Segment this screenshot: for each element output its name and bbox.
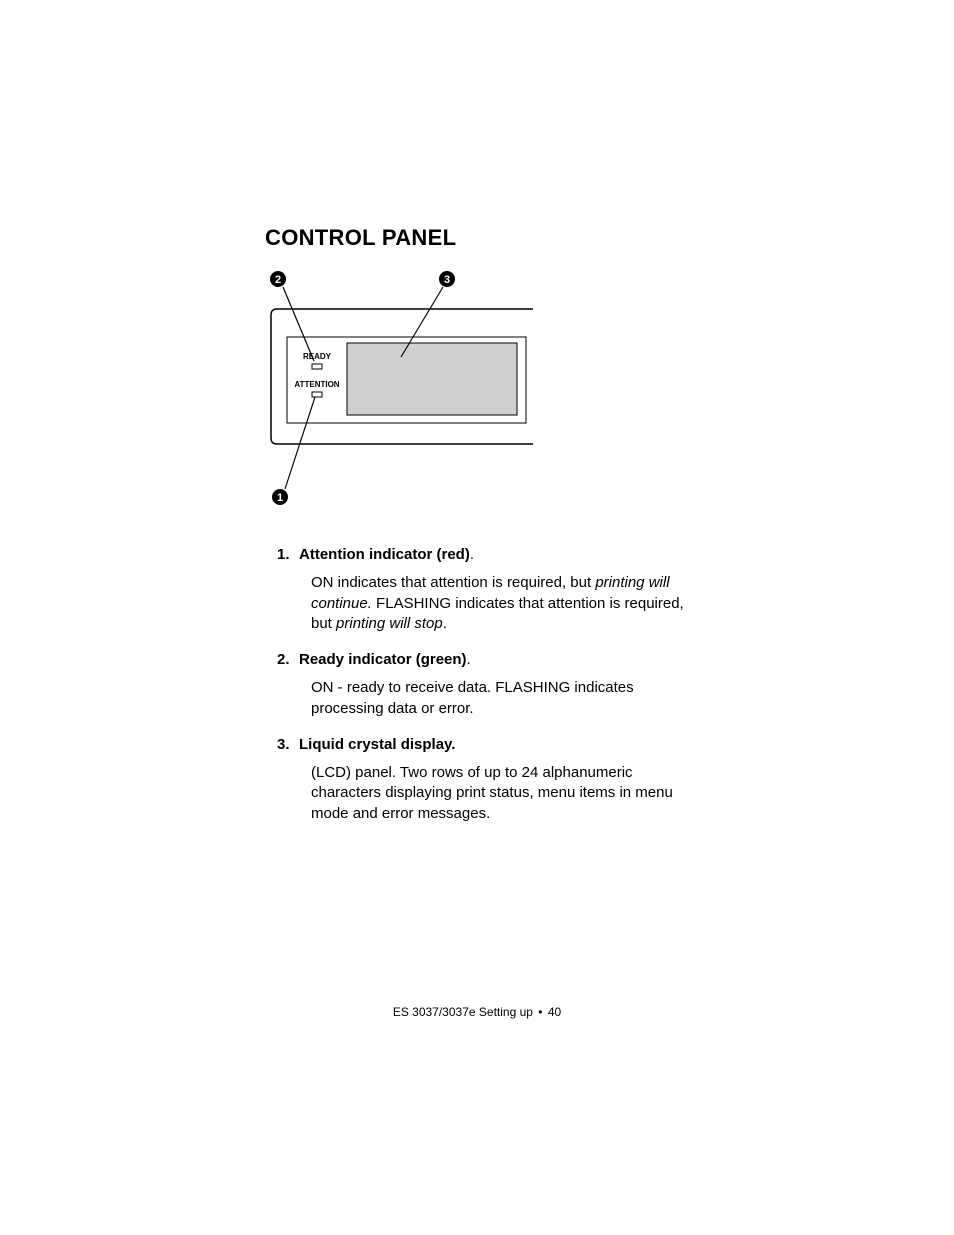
content-column: CONTROL PANEL READY ATTENTION 2 3 1 1.Attent… — [265, 225, 695, 840]
list-item-title-suffix: . — [470, 546, 474, 563]
definition-list: 1.Attention indicator (red). ON indicates… — [265, 545, 695, 824]
list-item-title-suffix: . — [467, 651, 471, 668]
list-item: 1.Attention indicator (red). ON indicates… — [277, 545, 695, 634]
list-item-number: 2. — [277, 650, 299, 670]
control-panel-svg: READY ATTENTION 2 3 1 — [265, 265, 540, 515]
list-item-body: ON - ready to receive data. FLASHING ind… — [311, 678, 695, 719]
list-item-head: 2.Ready indicator (green). — [277, 650, 695, 670]
italic-text: printing will stop — [336, 615, 443, 632]
document-page: CONTROL PANEL READY ATTENTION 2 3 1 1.Attent… — [0, 0, 954, 1235]
list-item: 3.Liquid crystal display. (LCD) panel. Tw… — [277, 735, 695, 824]
svg-text:1: 1 — [277, 492, 283, 504]
control-panel-diagram: READY ATTENTION 2 3 1 — [265, 265, 540, 515]
svg-text:READY: READY — [303, 352, 332, 361]
list-item-number: 1. — [277, 545, 299, 565]
list-item-number: 3. — [277, 735, 299, 755]
footer-separator: • — [536, 1005, 544, 1019]
svg-text:2: 2 — [275, 274, 281, 286]
list-item-body: ON indicates that attention is required,… — [311, 573, 695, 634]
body-text: ON indicates that attention is required,… — [311, 574, 595, 591]
list-item-title: Liquid crystal display. — [299, 736, 455, 753]
svg-text:3: 3 — [444, 274, 450, 286]
footer-doc-title: ES 3037/3037e Setting up — [393, 1005, 533, 1019]
section-heading: CONTROL PANEL — [265, 225, 695, 251]
page-footer: ES 3037/3037e Setting up • 40 — [0, 1005, 954, 1019]
svg-text:ATTENTION: ATTENTION — [294, 380, 339, 389]
list-item-head: 3.Liquid crystal display. — [277, 735, 695, 755]
footer-page-number: 40 — [548, 1005, 561, 1019]
body-text: ON - ready to receive data. FLASHING ind… — [311, 679, 634, 716]
list-item-head: 1.Attention indicator (red). — [277, 545, 695, 565]
list-item-title: Ready indicator (green) — [299, 651, 467, 668]
body-text: . — [443, 615, 447, 632]
list-item: 2.Ready indicator (green). ON - ready to … — [277, 650, 695, 719]
list-item-body: (LCD) panel. Two rows of up to 24 alphan… — [311, 763, 695, 824]
list-item-title: Attention indicator (red) — [299, 546, 470, 563]
body-text: (LCD) panel. Two rows of up to 24 alphan… — [311, 764, 673, 822]
